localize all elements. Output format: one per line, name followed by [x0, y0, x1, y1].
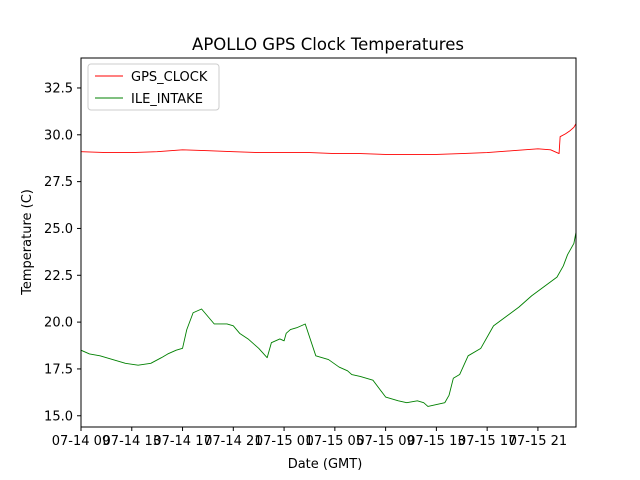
x-tick-label: 07-15 17 [458, 434, 516, 449]
y-tick-label: 22.5 [44, 269, 73, 284]
y-tick-label: 27.5 [44, 175, 73, 190]
y-axis-label: Temperature (C) [20, 189, 35, 296]
plot-frame [80, 57, 577, 428]
x-tick-label: 07-14 21 [204, 434, 262, 449]
y-axis-ticks: 15.0 17.5 20.0 22.5 25.0 27.5 30.0 32.5 [44, 81, 81, 424]
x-tick-label: 07-15 01 [255, 434, 313, 449]
y-tick-label: 17.5 [44, 362, 73, 377]
legend: GPS_CLOCK ILE_INTAKE [87, 63, 220, 111]
x-tick-label: 07-15 21 [509, 434, 567, 449]
legend-label-gps-clock: GPS_CLOCK [131, 70, 208, 85]
plot-area [81, 58, 576, 427]
x-tick-label: 07-15 09 [356, 434, 414, 449]
y-tick-label: 20.0 [44, 316, 73, 331]
y-tick-label: 15.0 [44, 409, 73, 424]
x-tick-label: 07-15 13 [407, 434, 465, 449]
series-line-gps-clock [81, 123, 576, 155]
x-tick-label: 07-14 17 [153, 434, 211, 449]
x-tick-label: 07-14 09 [52, 434, 110, 449]
y-tick-label: 32.5 [44, 81, 73, 96]
x-tick-label: 07-15 05 [306, 434, 364, 449]
series-layer [81, 123, 576, 407]
chart-title: APOLLO GPS Clock Temperatures [192, 35, 464, 54]
legend-label-ile-intake: ILE_INTAKE [131, 92, 203, 107]
series-line-ile-intake [81, 232, 576, 407]
x-tick-label: 07-14 13 [103, 434, 161, 449]
y-tick-label: 30.0 [44, 128, 73, 143]
y-tick-label: 25.0 [44, 222, 73, 237]
x-axis-label: Date (GMT) [288, 457, 363, 472]
